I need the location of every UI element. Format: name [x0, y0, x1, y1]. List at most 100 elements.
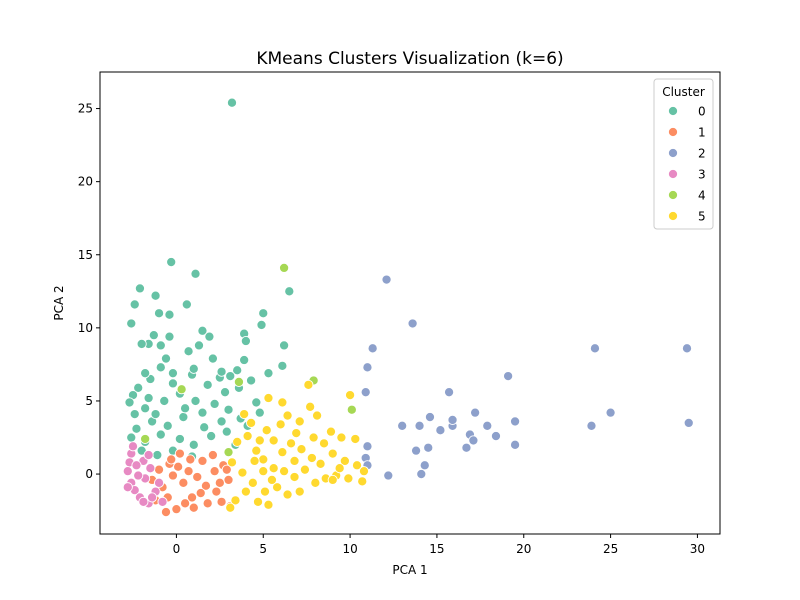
point-cluster-0-48	[162, 420, 173, 431]
point-cluster-0-28	[263, 368, 274, 379]
point-cluster-0-12	[256, 319, 267, 330]
legend-marker-2	[667, 147, 679, 159]
point-cluster-5-58	[334, 463, 345, 474]
point-cluster-0-78	[246, 375, 257, 386]
point-cluster-5-18	[272, 482, 283, 493]
point-cluster-2-24	[482, 420, 493, 431]
point-cluster-5-44	[325, 426, 337, 437]
point-cluster-5-41	[345, 390, 356, 401]
point-cluster-0-54	[174, 433, 185, 445]
point-cluster-0-80	[254, 407, 265, 418]
point-cluster-4-6	[223, 447, 234, 458]
legend-label-5: 5	[698, 210, 706, 224]
point-cluster-2-22	[468, 435, 479, 446]
point-cluster-5-48	[327, 474, 338, 485]
point-cluster-0-20	[155, 340, 166, 351]
point-cluster-5-27	[296, 444, 307, 455]
point-cluster-0-63	[129, 409, 140, 420]
legend-marker-3	[667, 168, 679, 180]
point-cluster-3-12	[122, 482, 133, 493]
point-cluster-0-33	[133, 382, 144, 393]
legend-label-2: 2	[698, 147, 706, 161]
point-cluster-2-9	[397, 420, 408, 431]
point-cluster-2-5	[362, 441, 373, 452]
x-tick-label-15: 15	[429, 542, 444, 556]
legend-label-1: 1	[698, 126, 706, 140]
point-cluster-2-8	[383, 470, 394, 481]
point-cluster-0-75	[188, 363, 199, 374]
point-cluster-2-27	[510, 416, 521, 427]
point-cluster-1-29	[180, 498, 191, 509]
point-cluster-2-25	[490, 430, 502, 442]
point-cluster-5-39	[268, 435, 279, 446]
point-cluster-1-18	[188, 502, 199, 513]
point-cluster-5-35	[294, 416, 305, 427]
point-cluster-3-13	[143, 449, 154, 461]
point-cluster-3-11	[131, 460, 142, 471]
point-cluster-0-64	[143, 392, 154, 404]
x-tick-label-5: 5	[259, 542, 267, 556]
legend-item-3: 3	[667, 168, 706, 182]
point-cluster-1-8	[202, 498, 213, 509]
point-cluster-0-40	[209, 398, 220, 409]
point-cluster-5-11	[343, 473, 354, 484]
point-cluster-2-14	[423, 442, 434, 453]
point-cluster-1-27	[221, 464, 232, 475]
point-cluster-2-0	[381, 274, 392, 285]
point-cluster-3-18	[138, 496, 149, 507]
point-cluster-5-37	[312, 410, 323, 421]
point-cluster-5-49	[358, 466, 370, 477]
point-cluster-0-72	[160, 353, 172, 364]
point-cluster-5-14	[226, 457, 238, 468]
series-3	[122, 441, 168, 509]
point-cluster-5-15	[237, 467, 248, 478]
point-cluster-0-8	[164, 309, 175, 320]
point-cluster-0-76	[216, 366, 227, 377]
point-cluster-0-18	[164, 331, 175, 342]
point-cluster-5-24	[263, 499, 274, 510]
point-cluster-5-23	[252, 496, 264, 507]
y-tick-label-10: 10	[78, 321, 93, 335]
point-cluster-1-7	[211, 486, 222, 497]
point-cluster-1-9	[186, 492, 198, 503]
point-cluster-2-10	[414, 420, 425, 431]
legend-marker-1	[667, 126, 679, 138]
point-cluster-1-15	[192, 471, 203, 483]
point-cluster-0-24	[279, 340, 290, 351]
plot-points	[122, 97, 694, 518]
point-cluster-2-4	[360, 387, 371, 398]
point-cluster-5-1	[242, 430, 253, 442]
point-cluster-1-16	[167, 470, 178, 481]
point-cluster-0-69	[150, 409, 161, 420]
point-cluster-5-7	[299, 464, 310, 475]
point-cluster-5-31	[339, 455, 350, 466]
point-cluster-2-17	[444, 387, 455, 398]
point-cluster-0-51	[126, 432, 137, 443]
point-cluster-1-23	[185, 454, 196, 465]
y-axis-ticks: 0 5 10 15 20 25	[78, 102, 100, 481]
point-cluster-0-6	[181, 299, 192, 310]
point-cluster-5-32	[261, 425, 272, 436]
point-cluster-5-40	[303, 379, 314, 390]
point-cluster-1-21	[209, 466, 220, 477]
legend: Cluster 0 1 2 3 4 5	[653, 78, 714, 230]
point-cluster-5-22	[240, 486, 251, 497]
point-cluster-0-2	[190, 268, 201, 279]
point-cluster-5-28	[306, 452, 317, 464]
point-cluster-0-10	[284, 286, 295, 297]
x-tick-label-0: 0	[173, 542, 181, 556]
point-cluster-0-55	[188, 439, 199, 450]
legend-title: Cluster	[662, 85, 705, 99]
point-cluster-5-5	[279, 466, 290, 477]
x-tick-label-25: 25	[603, 542, 618, 556]
point-cluster-0-70	[180, 403, 191, 414]
point-cluster-2-29	[589, 343, 601, 354]
point-cluster-1-25	[153, 464, 165, 475]
point-cluster-5-26	[285, 438, 297, 449]
point-cluster-0-36	[140, 403, 151, 414]
series-2	[360, 274, 694, 481]
point-cluster-0-65	[167, 378, 178, 389]
point-cluster-0-47	[178, 411, 189, 423]
legend-label-0: 0	[698, 105, 706, 119]
point-cluster-5-42	[263, 392, 274, 404]
